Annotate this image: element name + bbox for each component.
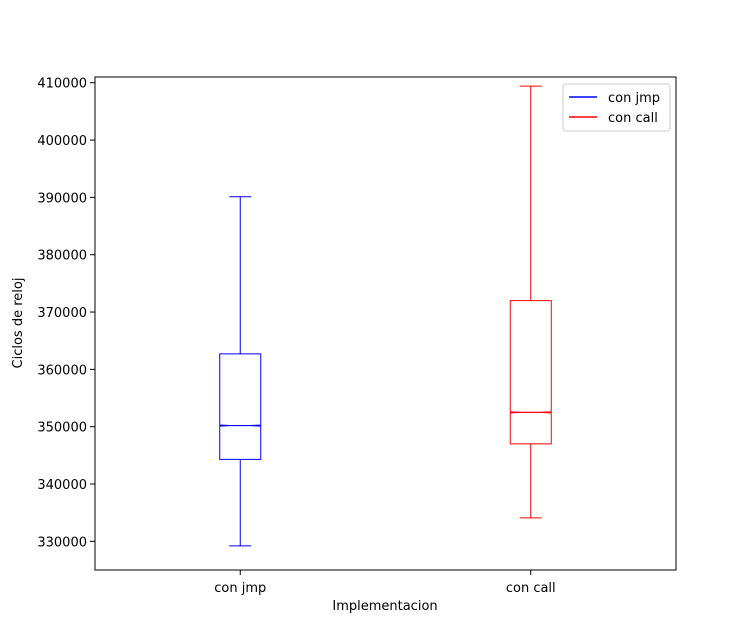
y-tick-label: 370000	[37, 306, 87, 321]
plot-area	[94, 76, 677, 571]
x-tick-label: con jmp	[214, 581, 266, 596]
y-tick-label: 350000	[37, 421, 87, 436]
box-0	[219, 196, 262, 547]
x-tick-label: con call	[506, 581, 556, 596]
legend-frame	[562, 83, 671, 132]
box-1	[509, 85, 552, 519]
y-tick-label: 340000	[37, 478, 87, 493]
y-tick-label: 380000	[37, 249, 87, 264]
y-tick-label: 410000	[37, 77, 87, 92]
y-axis: 330000 340000 350000 360000 370000 380000 3900…	[37, 77, 95, 550]
legend-label: con call	[608, 111, 658, 126]
legend: con jmp con call	[562, 83, 671, 132]
y-axis-label: Ciclos de reloj	[11, 278, 26, 369]
y-tick-label: 360000	[37, 363, 87, 378]
boxes	[219, 85, 552, 547]
x-axis-label: Implementacion	[332, 599, 437, 614]
legend-label: con jmp	[608, 91, 660, 106]
y-tick-label: 390000	[37, 191, 87, 206]
y-tick-label: 330000	[37, 535, 87, 550]
y-tick-label: 400000	[37, 134, 87, 149]
x-axis: con jmp con call	[214, 570, 556, 596]
